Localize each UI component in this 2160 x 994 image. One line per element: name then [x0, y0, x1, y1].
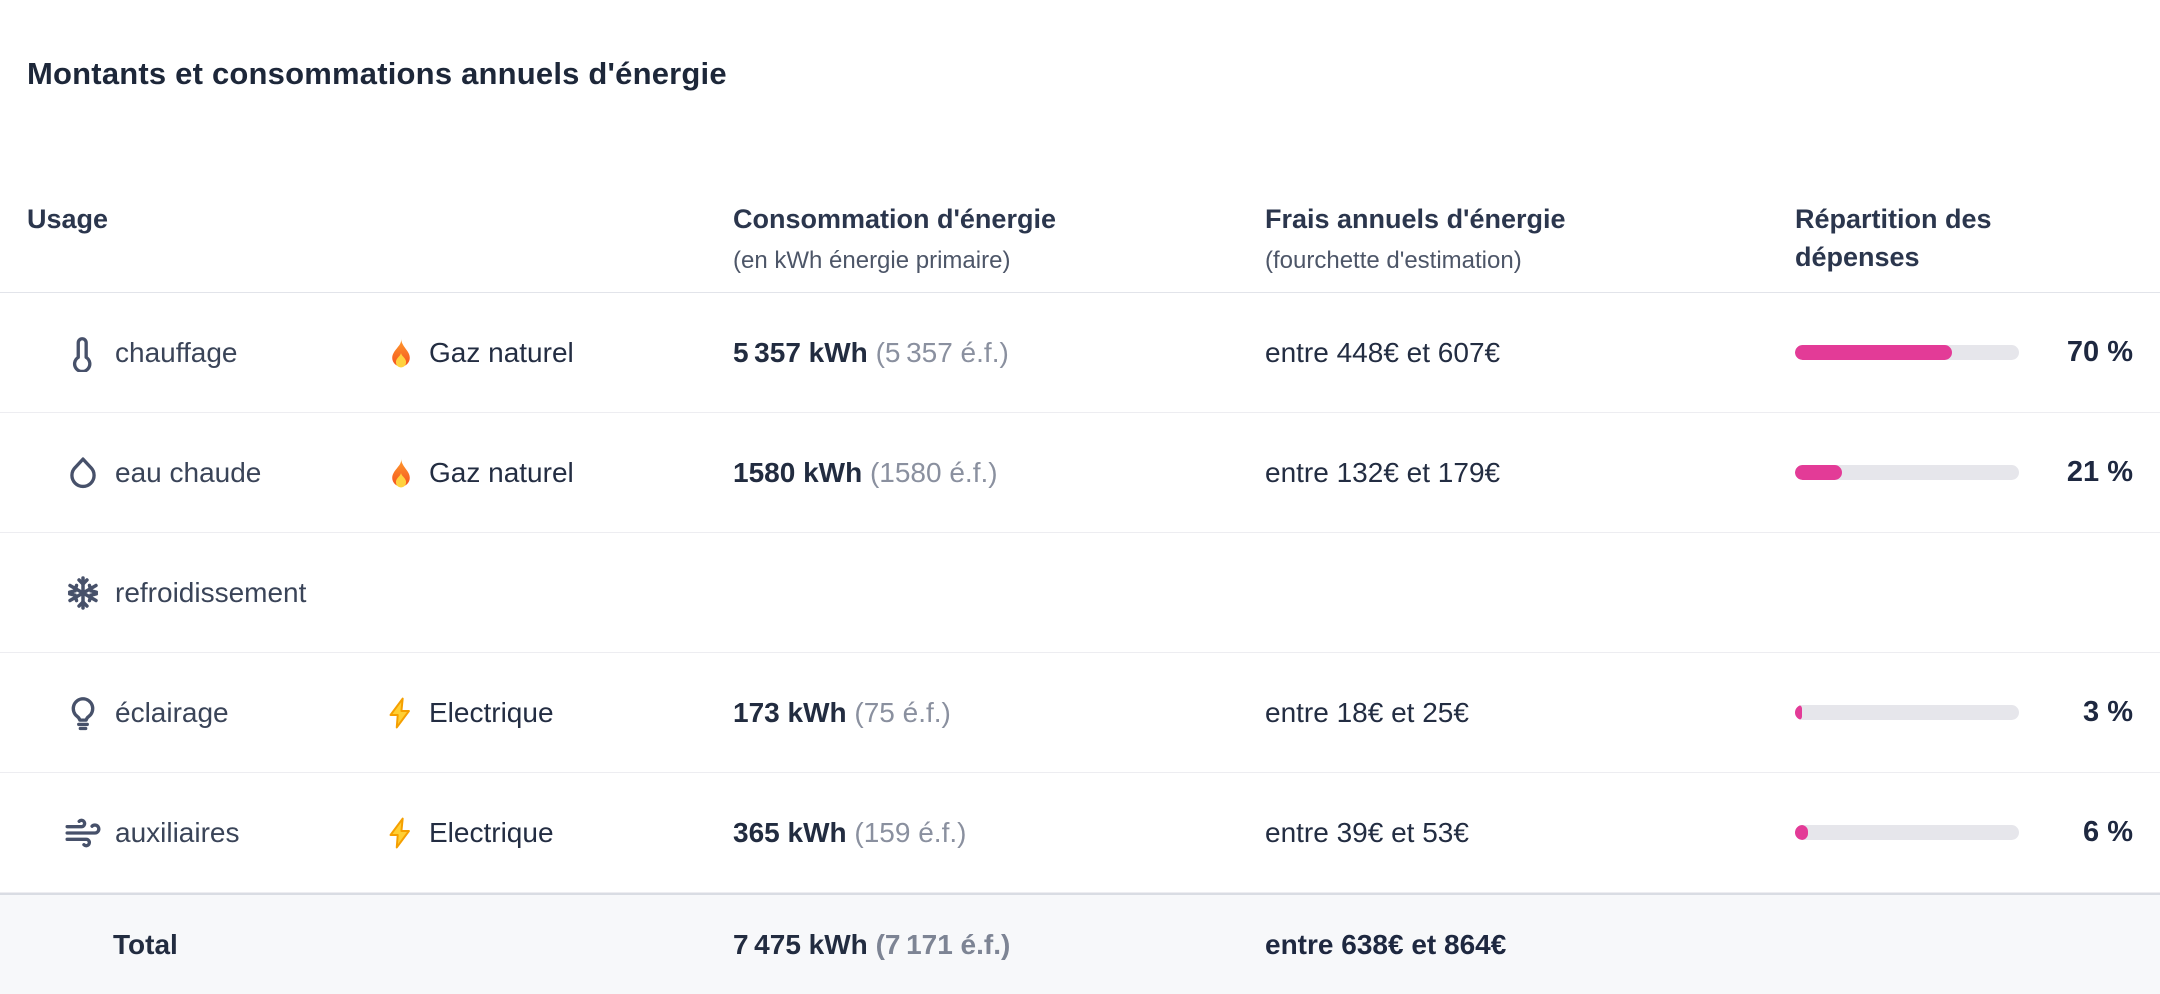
thermometer-icon — [63, 333, 103, 373]
consumption-cell: 5 357 kWh (5 357 é.f.) — [733, 337, 1265, 369]
consumption-final-energy: (159 é.f.) — [854, 816, 967, 848]
column-header-consumption: Consommation d'énergie (en kWh énergie p… — [733, 200, 1265, 276]
energy-vector-cell: Electrique — [383, 815, 733, 851]
consumption-cell: 1580 kWh (1580 é.f.) — [733, 457, 1265, 489]
total-label: Total — [113, 928, 178, 960]
lightning-icon — [383, 815, 419, 851]
table-total-row: Total 7 475 kWh (7 171 é.f.) entre 638€ … — [0, 893, 2160, 994]
usage-label: eau chaude — [115, 456, 262, 488]
cost-range: entre 39€ et 53€ — [1265, 816, 1469, 848]
consumption-final-energy: (5 357 é.f.) — [875, 336, 1009, 368]
share-percentage: 6 % — [2083, 816, 2133, 848]
usage-label: auxiliaires — [115, 816, 240, 848]
table-header-row: Usage Consommation d'énergie (en kWh éne… — [0, 200, 2160, 293]
usage-cell: eau chaude — [27, 453, 383, 493]
share-cell: 21 % — [1795, 456, 2133, 489]
table-row-refroidissement: refroidissement — [0, 533, 2160, 653]
usage-cell: chauffage — [27, 333, 383, 373]
column-header-usage: Usage — [27, 204, 109, 234]
cost-range: entre 448€ et 607€ — [1265, 336, 1501, 368]
share-percentage: 21 % — [2066, 456, 2133, 488]
energy-vector-label: Gaz naturel — [429, 456, 574, 488]
usage-label: éclairage — [115, 696, 229, 728]
cost-range: entre 132€ et 179€ — [1265, 456, 1501, 488]
snowflake-icon — [63, 573, 103, 613]
share-progress-bar — [1795, 705, 2019, 720]
energy-vector-cell: Gaz naturel — [383, 335, 733, 371]
consumption-cell: 173 kWh (75 é.f.) — [733, 697, 1265, 729]
usage-cell: refroidissement — [27, 573, 383, 613]
table-row-auxiliaires: auxiliaires Electrique 365 kWh (159 é.f.… — [0, 773, 2160, 893]
total-consumption-value: 7 475 kWh — [733, 928, 868, 960]
energy-vector-label: Electrique — [429, 696, 554, 728]
table-row-eau-chaude: eau chaude Gaz naturel 1580 kWh (1580 é.… — [0, 413, 2160, 533]
energy-vector-cell: Electrique — [383, 695, 733, 731]
share-cell: 3 % — [1795, 696, 2133, 729]
consumption-final-energy: (75 é.f.) — [854, 696, 951, 728]
consumption-value: 5 357 kWh — [733, 336, 868, 368]
share-progress-bar — [1795, 825, 2019, 840]
column-header-cost: Frais annuels d'énergie (fourchette d'es… — [1265, 200, 1795, 276]
table-row-chauffage: chauffage Gaz naturel 5 357 kWh (5 357 é… — [0, 293, 2160, 413]
wind-icon — [63, 813, 103, 853]
total-consumption-final-energy: (7 171 é.f.) — [875, 928, 1011, 960]
energy-vector-cell: Gaz naturel — [383, 455, 733, 491]
consumption-value: 173 kWh — [733, 696, 847, 728]
usage-label: chauffage — [115, 336, 238, 368]
column-subheader-consumption: (en kWh énergie primaire) — [733, 247, 1011, 274]
cost-range: entre 18€ et 25€ — [1265, 696, 1469, 728]
column-header-share: Répartition des dépenses — [1795, 204, 1992, 272]
share-progress-bar — [1795, 345, 2019, 360]
share-progress-bar — [1795, 465, 2019, 480]
consumption-final-energy: (1580 é.f.) — [869, 456, 998, 488]
share-percentage: 3 % — [2083, 696, 2133, 728]
fire-icon — [383, 335, 419, 371]
consumption-cell: 365 kWh (159 é.f.) — [733, 817, 1265, 849]
droplet-icon — [63, 453, 103, 493]
total-cost-range: entre 638€ et 864€ — [1265, 928, 1507, 960]
consumption-value: 1580 kWh — [733, 456, 863, 488]
lightning-icon — [383, 695, 419, 731]
share-cell: 70 % — [1795, 336, 2133, 369]
usage-cell: auxiliaires — [27, 813, 383, 853]
fire-icon — [383, 455, 419, 491]
energy-vector-label: Gaz naturel — [429, 336, 574, 368]
share-percentage: 70 % — [2066, 336, 2133, 368]
total-consumption-cell: 7 475 kWh (7 171 é.f.) — [733, 929, 1265, 961]
usage-label: refroidissement — [115, 576, 307, 608]
usage-cell: éclairage — [27, 693, 383, 733]
share-cell: 6 % — [1795, 816, 2133, 849]
energy-vector-label: Electrique — [429, 816, 554, 848]
page-title: Montants et consommations annuels d'éner… — [27, 56, 727, 91]
table-row-eclairage: éclairage Electrique 173 kWh (75 é.f.) e… — [0, 653, 2160, 773]
lightbulb-icon — [63, 693, 103, 733]
consumption-value: 365 kWh — [733, 816, 847, 848]
column-subheader-cost: (fourchette d'estimation) — [1265, 247, 1522, 274]
